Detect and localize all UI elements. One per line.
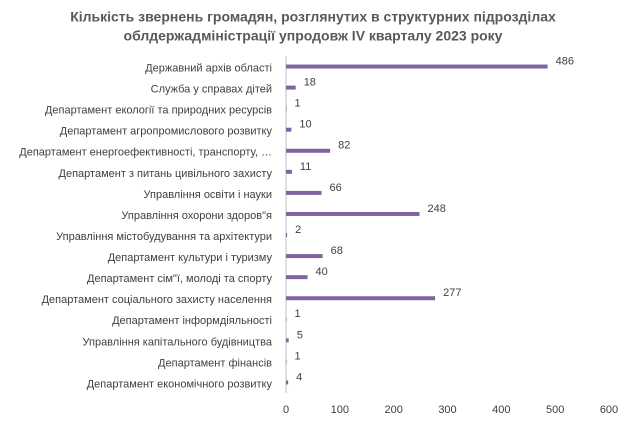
- value-label: 66: [330, 182, 342, 194]
- bar: [286, 190, 322, 195]
- value-label: 277: [443, 287, 461, 299]
- y-tick-label: Служба у справах дітей: [151, 84, 272, 96]
- y-tick-label: Департамент фінансів: [158, 357, 272, 369]
- bar: [286, 169, 292, 174]
- x-tick-label: 200: [384, 404, 402, 416]
- y-tick-label: Департамент економічного розвитку: [87, 378, 273, 390]
- chart-title: Кількість звернень громадян, розглянутих…: [70, 9, 556, 25]
- x-tick-label: 100: [331, 404, 349, 416]
- y-tick-label: Департамент з питань цивільного захисту: [59, 168, 273, 180]
- value-label: 82: [338, 140, 350, 152]
- bar: [286, 338, 289, 343]
- y-tick-label: Департамент агропромислового розвитку: [60, 126, 273, 138]
- y-tick-label: Управління капітального будівництва: [83, 336, 273, 348]
- bar: [286, 85, 296, 90]
- value-label: 10: [299, 119, 311, 131]
- y-tick-label: Управління містобудування та архітектури: [56, 231, 272, 243]
- value-label: 248: [428, 203, 446, 215]
- value-label: 2: [295, 224, 301, 236]
- bar: [286, 317, 287, 322]
- y-tick-label: Департамент енергоефективності, транспор…: [19, 147, 272, 159]
- y-tick-label: Департамент сім"ї, молоді та спорту: [87, 273, 272, 285]
- y-tick-label: Управління освіти і науки: [144, 189, 272, 201]
- value-label: 68: [331, 245, 343, 257]
- bar: [286, 233, 288, 238]
- x-tick-label: 300: [438, 404, 456, 416]
- bar: [286, 148, 331, 153]
- x-tick-label: 400: [492, 404, 510, 416]
- chart-title: облдержадміністрації упродовж IV квартал…: [124, 28, 503, 44]
- y-tick-label: Департамент інформдіяльності: [112, 315, 272, 327]
- bar: [286, 64, 548, 69]
- value-label: 486: [556, 55, 574, 67]
- value-label: 1: [295, 308, 301, 320]
- value-label: 1: [295, 98, 301, 110]
- value-label: 11: [300, 161, 311, 173]
- value-label: 40: [316, 266, 328, 278]
- y-tick-label: Державний архів області: [145, 62, 272, 74]
- y-tick-label: Департамент культури і туризму: [108, 252, 273, 264]
- y-tick-label: Управління охорони здоров"я: [121, 210, 272, 222]
- bar: [286, 296, 436, 301]
- y-tick-label: Департамент соціального захисту населенн…: [42, 294, 272, 306]
- bar: [286, 380, 289, 385]
- bar: [286, 211, 420, 216]
- value-label: 1: [295, 350, 301, 362]
- value-label: 18: [304, 77, 316, 89]
- bar: [286, 127, 292, 132]
- value-label: 5: [297, 329, 303, 341]
- x-tick-label: 600: [600, 404, 618, 416]
- y-tick-label: Департамент екології та природних ресурс…: [45, 105, 272, 117]
- bar: [286, 359, 287, 364]
- bar: [286, 275, 308, 280]
- x-tick-label: 0: [283, 404, 289, 416]
- bar: [286, 254, 323, 259]
- x-tick-label: 500: [546, 404, 564, 416]
- value-label: 4: [296, 371, 302, 383]
- bar: [286, 106, 287, 111]
